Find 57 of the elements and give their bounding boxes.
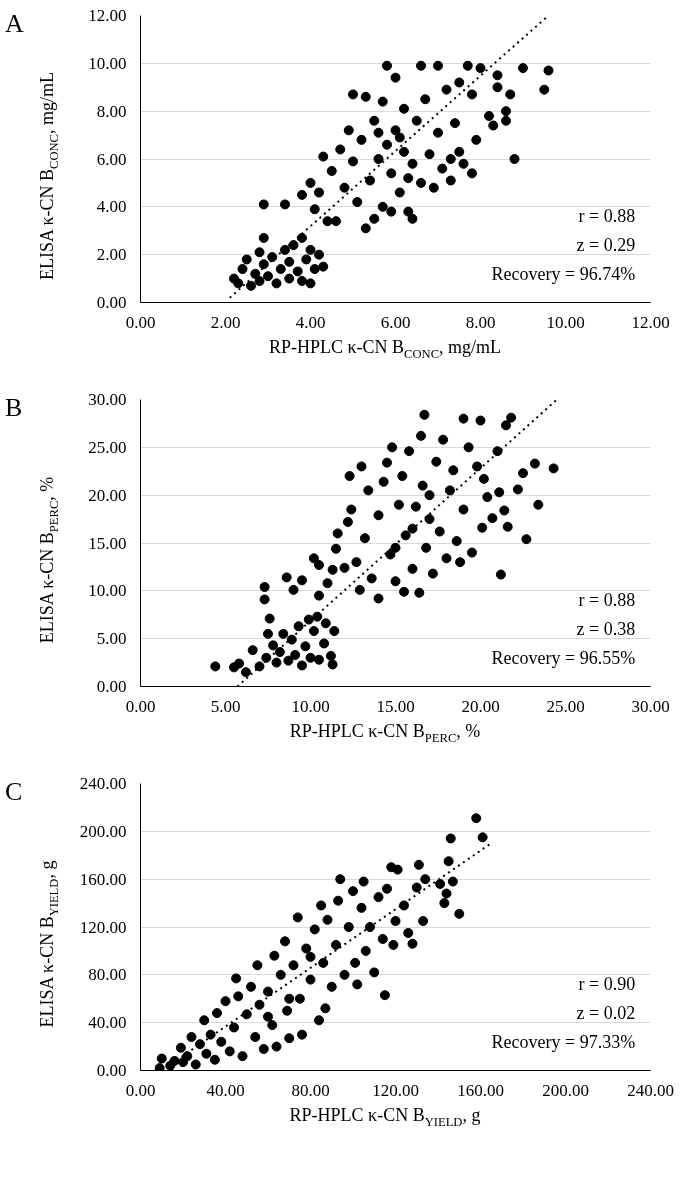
x-tick-label: 5.00	[210, 696, 241, 716]
annotation: Recovery = 96.55%	[491, 647, 636, 668]
y-tick-label: 5.00	[96, 629, 127, 649]
y-tick-label: 0.00	[96, 293, 127, 312]
y-tick-label: 160.00	[79, 869, 127, 889]
x-tick-label: 12.00	[631, 312, 670, 332]
x-tick-label: 160.00	[457, 1080, 504, 1100]
x-tick-label: 6.00	[380, 312, 411, 332]
y-tick-label: 80.00	[88, 965, 127, 985]
annotation: z = 0.38	[576, 619, 636, 640]
x-tick-label: 80.00	[291, 1080, 330, 1100]
annotation: Recovery = 96.74%	[491, 263, 636, 284]
y-tick-label: 8.00	[96, 101, 127, 121]
x-tick-label: 15.00	[376, 696, 415, 716]
y-tick-label: 10.00	[88, 581, 127, 601]
annotation: z = 0.02	[576, 1003, 636, 1024]
annotation: r = 0.90	[578, 974, 636, 995]
x-tick-label: 0.00	[125, 696, 156, 716]
annotation: r = 0.88	[578, 590, 636, 611]
y-tick-label: 10.00	[88, 53, 127, 73]
chart-title: C	[5, 776, 23, 808]
y-tick-label: 15.00	[88, 533, 127, 553]
x-tick-label: 240.00	[627, 1080, 674, 1100]
x-axis-title: RP-HPLC κ-CN B$_{PERC}$, %	[288, 720, 482, 747]
x-tick-label: 10.00	[546, 312, 585, 332]
x-tick-label: 120.00	[372, 1080, 419, 1100]
y-tick-label: 120.00	[79, 917, 127, 937]
y-tick-label: 0.00	[96, 1061, 127, 1080]
y-tick-label: 240.00	[79, 774, 127, 793]
x-axis-title: RP-HPLC κ-CN B$_{YIELD}$, g	[288, 1104, 482, 1131]
y-tick-label: 2.00	[96, 245, 127, 265]
x-tick-label: 4.00	[295, 312, 326, 332]
y-tick-label: 6.00	[96, 149, 127, 169]
x-tick-label: 0.00	[125, 312, 156, 332]
y-tick-label: 20.00	[88, 485, 127, 505]
y-tick-label: 12.00	[88, 6, 127, 25]
x-tick-label: 0.00	[125, 1080, 156, 1100]
x-tick-label: 8.00	[465, 312, 496, 332]
chart-title: A	[5, 8, 24, 40]
y-tick-label: 200.00	[79, 821, 127, 841]
y-tick-label: 0.00	[96, 677, 127, 696]
y-tick-label: 25.00	[88, 437, 127, 457]
annotation: z = 0.29	[576, 235, 636, 256]
y-tick-label: 30.00	[88, 390, 127, 409]
x-tick-label: 2.00	[210, 312, 241, 332]
y-tick-label: 40.00	[88, 1013, 127, 1033]
annotation: r = 0.88	[578, 206, 636, 227]
x-tick-label: 25.00	[546, 696, 585, 716]
x-tick-label: 20.00	[461, 696, 500, 716]
annotation: Recovery = 97.33%	[491, 1031, 636, 1052]
x-axis-title: RP-HPLC κ-CN B$_{CONC}$, mg/mL	[267, 336, 503, 363]
y-tick-label: 4.00	[96, 197, 127, 217]
x-tick-label: 40.00	[206, 1080, 245, 1100]
x-tick-label: 200.00	[542, 1080, 589, 1100]
x-tick-label: 10.00	[291, 696, 330, 716]
x-tick-label: 30.00	[631, 696, 670, 716]
chart-title: B	[5, 392, 23, 424]
